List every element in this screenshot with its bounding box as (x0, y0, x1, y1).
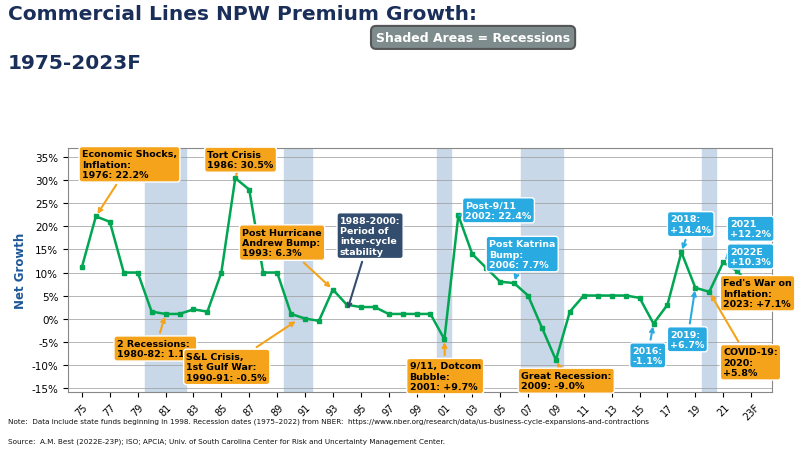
Text: 2019:
+6.7%: 2019: +6.7% (670, 293, 705, 349)
Text: Fed's War on
Inflation:
2023: +7.1%: Fed's War on Inflation: 2023: +7.1% (723, 279, 792, 308)
Text: 2016:
-1.1%: 2016: -1.1% (633, 329, 663, 365)
Text: Post Katrina
Bump:
2006: 7.7%: Post Katrina Bump: 2006: 7.7% (489, 239, 555, 279)
Text: Shaded Areas = Recessions: Shaded Areas = Recessions (376, 32, 570, 45)
Text: Commercial Lines NPW Premium Growth:: Commercial Lines NPW Premium Growth: (8, 5, 477, 23)
Text: Economic Shocks,
Inflation:
1976: 22.2%: Economic Shocks, Inflation: 1976: 22.2% (82, 150, 177, 212)
Text: 2018:
+14.4%: 2018: +14.4% (670, 215, 711, 248)
Text: 2021
+12.2%: 2021 +12.2% (726, 220, 771, 259)
Bar (521, 149, 563, 392)
Text: 1975-2023F: 1975-2023F (8, 54, 142, 73)
Text: S&L Crisis,
1st Gulf War:
1990-91: -0.5%: S&L Crisis, 1st Gulf War: 1990-91: -0.5% (186, 323, 294, 382)
Text: Tort Crisis
1986: 30.5%: Tort Crisis 1986: 30.5% (207, 151, 274, 176)
Text: 9/11, Dotcom
Bubble:
2001: +9.7%: 9/11, Dotcom Bubble: 2001: +9.7% (410, 345, 481, 391)
Text: 2 Recessions:
1980-82: 1.1%: 2 Recessions: 1980-82: 1.1% (117, 319, 194, 359)
Text: Source:  A.M. Best (2022E-23P); ISO; APCIA; Univ. of South Carolina Center for R: Source: A.M. Best (2022E-23P); ISO; APCI… (8, 437, 445, 444)
Bar (145, 149, 186, 392)
Text: Note:  Data include state funds beginning in 1998. Recession dates (1975–2022) f: Note: Data include state funds beginning… (8, 417, 649, 423)
Text: 1988-2000:
Period of
inter-cycle
stability: 1988-2000: Period of inter-cycle stabili… (340, 216, 400, 307)
Y-axis label: Net Growth: Net Growth (14, 233, 27, 308)
Text: COVID-19:
2020:
+5.8%: COVID-19: 2020: +5.8% (712, 297, 778, 377)
Text: 2022E
+10.3%: 2022E +10.3% (730, 247, 771, 270)
Bar (702, 149, 716, 392)
Text: Post-9/11
2002: 22.4%: Post-9/11 2002: 22.4% (459, 201, 531, 221)
Text: Great Recession:
2009: -9.0%: Great Recession: 2009: -9.0% (521, 364, 611, 391)
Bar (284, 149, 312, 392)
Text: Post Hurricane
Andrew Bump:
1993: 6.3%: Post Hurricane Andrew Bump: 1993: 6.3% (242, 228, 329, 286)
Bar (438, 149, 451, 392)
